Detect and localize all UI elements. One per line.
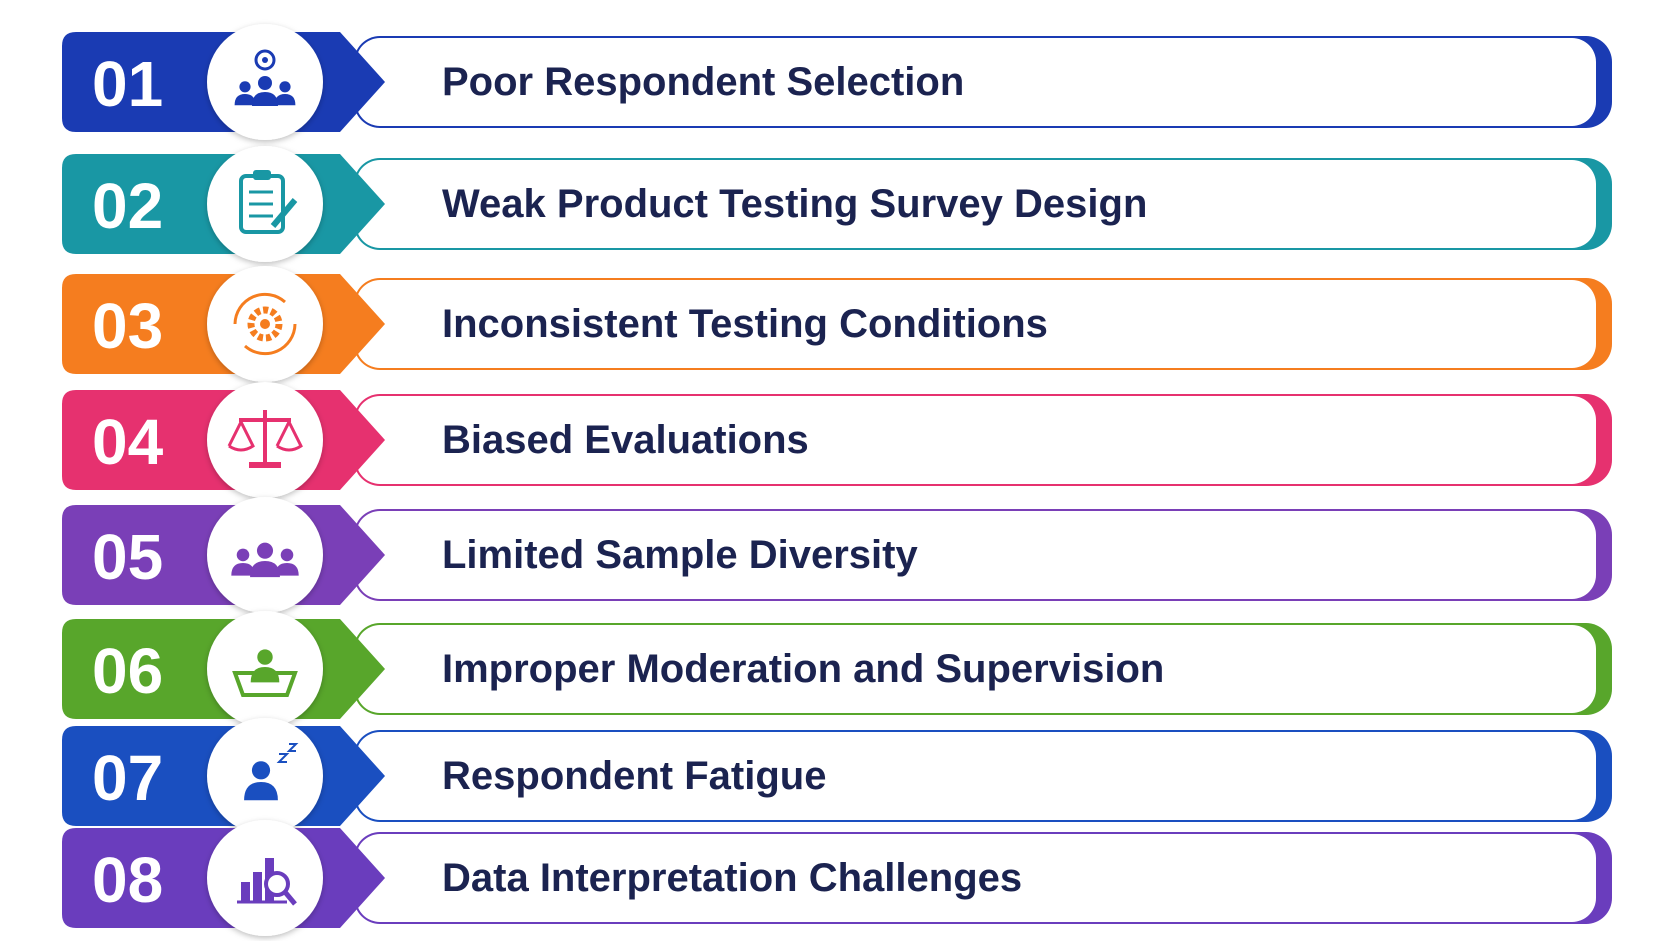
row-label: Improper Moderation and Supervision: [442, 647, 1164, 691]
icon-part: [262, 57, 268, 63]
icon: [237, 858, 297, 906]
row-number: 04: [92, 406, 164, 478]
icon-part: [260, 319, 270, 329]
icon-part: [264, 871, 290, 897]
row-number: 01: [92, 48, 163, 120]
list-row: 07 Respondent Fatigue: [62, 718, 1612, 834]
icon-part: [279, 81, 291, 93]
icon-part: [247, 306, 283, 342]
list-row: 06 Improper Moderation and Supervision: [62, 611, 1612, 727]
icon-part: [253, 170, 271, 180]
icon-part: [276, 743, 299, 763]
icon-part: [249, 462, 281, 468]
icon-part: [275, 418, 303, 452]
list-row: 04 Biased Evaluations: [62, 382, 1612, 498]
row-label: Limited Sample Diversity: [442, 533, 918, 577]
icon: [232, 649, 298, 697]
icon: [227, 410, 303, 468]
row-card: [356, 38, 1596, 126]
icon-part: [234, 94, 256, 106]
row-label: Data Interpretation Challenges: [442, 856, 1022, 900]
icon-part: [244, 782, 278, 801]
icon-part: [232, 671, 298, 697]
icon: [233, 292, 297, 356]
row-number: 05: [92, 521, 163, 593]
row-card: [356, 625, 1596, 713]
row-number: 03: [92, 290, 163, 362]
row-label: Weak Product Testing Survey Design: [442, 182, 1147, 226]
list-row: 01 Poor Respondent Selection: [62, 24, 1612, 140]
icon-part: [231, 563, 255, 576]
icon-part: [254, 49, 276, 71]
icon-part: [241, 882, 250, 902]
icon: [231, 542, 299, 578]
icon: [234, 49, 296, 106]
icon-part: [236, 548, 250, 562]
icon-part: [258, 76, 272, 90]
icon-part: [252, 92, 278, 106]
row-label: Poor Respondent Selection: [442, 60, 964, 104]
icon-part: [274, 94, 296, 106]
list-row: 08 Data Interpretation Challenges: [62, 820, 1612, 936]
row-card: [356, 732, 1596, 820]
row-card: [356, 160, 1596, 248]
icon-part: [239, 81, 251, 93]
list-row: 03 Inconsistent Testing Conditions: [62, 266, 1612, 382]
row-number: 08: [92, 844, 163, 916]
row-label: Respondent Fatigue: [442, 754, 826, 798]
icon: [244, 743, 299, 801]
list-row: 02 Weak Product Testing Survey Design: [62, 146, 1612, 262]
row-number: 02: [92, 170, 163, 242]
icon-part: [227, 418, 255, 452]
row-card: [356, 834, 1596, 922]
icon-part: [275, 563, 299, 576]
icon-part: [257, 649, 273, 665]
row-card: [356, 396, 1596, 484]
icon-part: [280, 548, 294, 562]
row-label: Inconsistent Testing Conditions: [442, 302, 1048, 346]
row-number: 06: [92, 635, 163, 707]
row-label: Biased Evaluations: [442, 418, 809, 462]
icon-part: [283, 890, 297, 906]
icon-part: [250, 561, 280, 578]
icon-part: [256, 542, 274, 559]
icon: [239, 170, 298, 234]
row-number: 07: [92, 742, 163, 814]
icon-part: [251, 761, 271, 780]
icon-part: [270, 198, 298, 228]
row-card: [356, 280, 1596, 368]
list-row: 05 Limited Sample Diversity: [62, 497, 1612, 613]
icon-part: [253, 872, 262, 902]
icon-part: [233, 292, 286, 325]
row-card: [356, 511, 1596, 599]
icon-part: [244, 323, 297, 356]
